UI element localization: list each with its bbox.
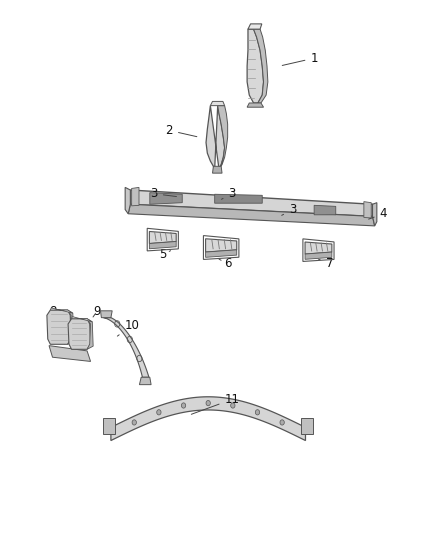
Polygon shape bbox=[87, 319, 93, 349]
Polygon shape bbox=[314, 205, 336, 215]
Text: 3: 3 bbox=[282, 203, 296, 216]
Polygon shape bbox=[49, 345, 91, 361]
Text: 8: 8 bbox=[49, 334, 65, 347]
Circle shape bbox=[132, 420, 136, 425]
Polygon shape bbox=[206, 106, 225, 169]
Text: 3: 3 bbox=[150, 187, 177, 200]
Polygon shape bbox=[139, 377, 151, 385]
Text: 7: 7 bbox=[318, 257, 333, 270]
Text: 11: 11 bbox=[191, 393, 240, 414]
Polygon shape bbox=[212, 166, 222, 173]
Text: 9: 9 bbox=[93, 305, 101, 318]
Circle shape bbox=[231, 403, 235, 408]
Circle shape bbox=[206, 400, 210, 406]
Polygon shape bbox=[103, 418, 115, 434]
Text: 6: 6 bbox=[219, 257, 231, 270]
Polygon shape bbox=[247, 29, 264, 103]
Polygon shape bbox=[67, 310, 74, 344]
Polygon shape bbox=[305, 242, 332, 254]
Polygon shape bbox=[50, 308, 73, 313]
Polygon shape bbox=[301, 418, 313, 434]
Polygon shape bbox=[248, 24, 262, 29]
Polygon shape bbox=[68, 319, 91, 349]
Text: 2: 2 bbox=[166, 124, 197, 137]
Text: 8: 8 bbox=[49, 305, 64, 319]
Polygon shape bbox=[372, 203, 377, 226]
Polygon shape bbox=[111, 397, 305, 441]
Polygon shape bbox=[210, 101, 225, 106]
Polygon shape bbox=[254, 29, 268, 103]
Polygon shape bbox=[218, 106, 228, 169]
Polygon shape bbox=[205, 239, 237, 252]
Text: 3: 3 bbox=[222, 187, 236, 200]
Polygon shape bbox=[215, 194, 262, 203]
Text: 4: 4 bbox=[369, 207, 387, 220]
Circle shape bbox=[255, 410, 260, 415]
Circle shape bbox=[280, 420, 284, 425]
Polygon shape bbox=[305, 252, 332, 260]
Circle shape bbox=[181, 403, 186, 408]
Polygon shape bbox=[128, 204, 374, 226]
Text: 1: 1 bbox=[282, 52, 318, 66]
Polygon shape bbox=[150, 192, 182, 204]
Polygon shape bbox=[149, 231, 176, 244]
Polygon shape bbox=[364, 201, 371, 218]
Text: 5: 5 bbox=[159, 248, 170, 261]
Text: 10: 10 bbox=[117, 319, 139, 336]
Polygon shape bbox=[103, 318, 149, 377]
Polygon shape bbox=[131, 190, 372, 216]
Polygon shape bbox=[132, 188, 139, 206]
Polygon shape bbox=[247, 103, 264, 107]
Polygon shape bbox=[149, 241, 176, 249]
Polygon shape bbox=[125, 188, 131, 214]
Circle shape bbox=[157, 410, 161, 415]
Polygon shape bbox=[205, 250, 237, 257]
Polygon shape bbox=[71, 317, 92, 322]
Polygon shape bbox=[100, 311, 112, 318]
Polygon shape bbox=[47, 310, 71, 344]
